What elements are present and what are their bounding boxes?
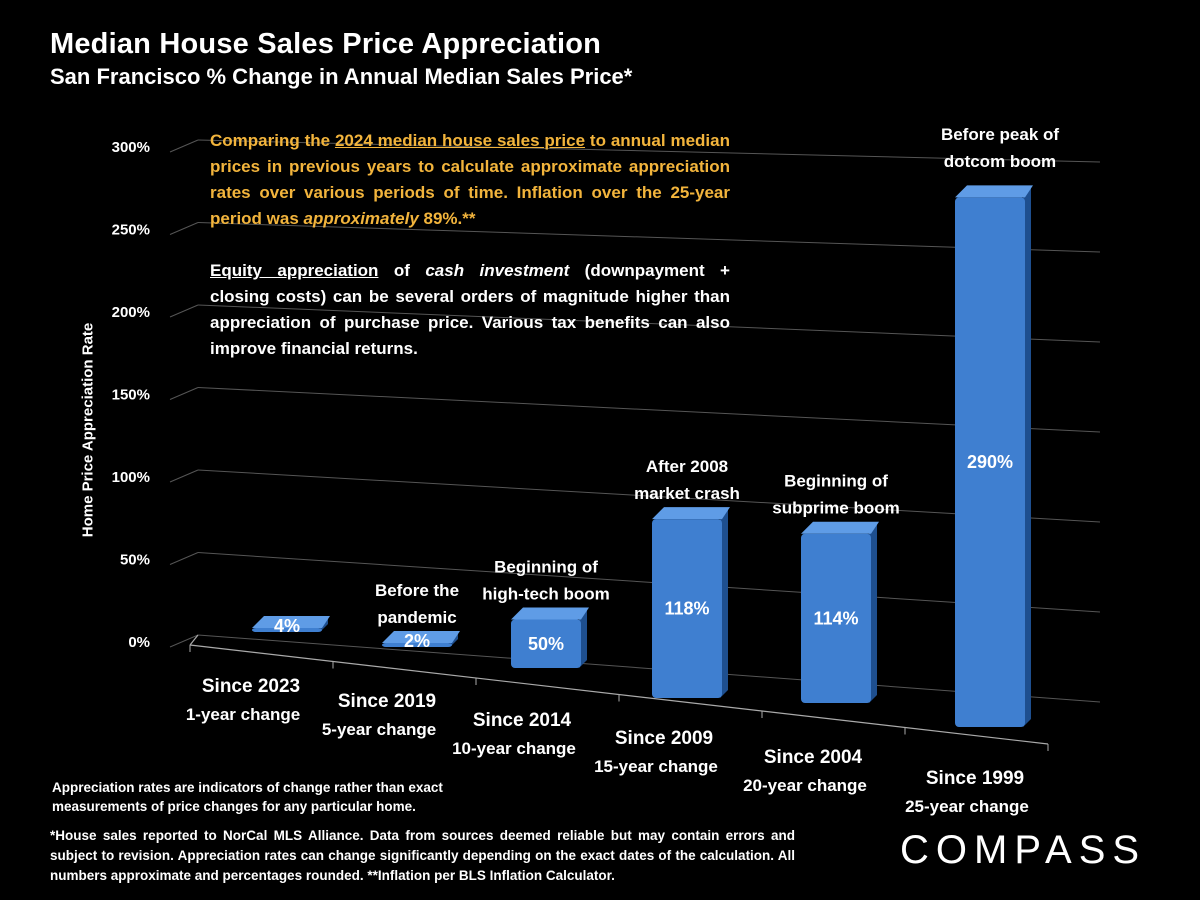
bar-top — [652, 507, 730, 520]
bar-top — [955, 185, 1033, 198]
x-category-label: Since 2014 — [473, 710, 572, 731]
chart-title: Median House Sales Price Appreciation — [50, 28, 602, 60]
bar-annotation: Beginning of — [784, 472, 888, 491]
x-category-sublabel: 1-year change — [186, 705, 300, 724]
y-axis-label: Home Price Appreciation Rate — [79, 322, 97, 538]
y-tick-label: 0% — [128, 634, 150, 651]
bar-value-label: 290% — [967, 452, 1013, 472]
gridline-wall — [169, 222, 199, 235]
floor-edge — [189, 634, 199, 646]
gridline-wall — [169, 304, 199, 318]
bar-annotation: high-tech boom — [482, 585, 609, 604]
bar-annotation: Beginning of — [494, 558, 598, 577]
gridline-wall — [169, 387, 199, 400]
x-category-sublabel: 5-year change — [322, 720, 436, 739]
gridline — [197, 304, 1101, 343]
x-category-sublabel: 20-year change — [743, 776, 867, 795]
equity-note-text-2: (downpayment + closing costs) can be sev… — [210, 261, 730, 358]
gridline-wall — [169, 552, 199, 565]
bar-value-label: 118% — [664, 599, 709, 619]
y-tick-label: 100% — [112, 469, 150, 486]
gridline-wall — [169, 139, 199, 153]
gridline — [197, 634, 1101, 703]
y-tick-label: 50% — [120, 552, 150, 569]
bar-value-label: 2% — [404, 631, 430, 651]
bar-annotation: subprime boom — [772, 499, 900, 518]
bar-value-label: 50% — [528, 634, 564, 654]
chart-subtitle: San Francisco % Change in Annual Median … — [50, 64, 633, 89]
x-category-label: Since 2004 — [764, 747, 863, 768]
gridline — [197, 387, 1101, 433]
y-tick-label: 200% — [112, 304, 150, 321]
gridline — [197, 139, 1101, 163]
bar — [511, 619, 581, 668]
disclaimer-note: Appreciation rates are indicators of cha… — [52, 780, 443, 814]
x-category-label: Since 2019 — [338, 691, 436, 712]
bar — [955, 197, 1025, 727]
comparison-note-italic: approximately — [303, 209, 419, 228]
x-category-sublabel: 10-year change — [452, 739, 576, 758]
x-category-label: Since 2023 — [202, 676, 300, 697]
y-tick-label: 150% — [112, 387, 150, 404]
equity-note: Equity appreciation of cash investment (… — [210, 258, 730, 362]
bar-value-label: 4% — [274, 616, 300, 636]
x-category-label: Since 1999 — [926, 768, 1024, 789]
bar-top — [511, 607, 589, 620]
x-category-sublabel: 15-year change — [594, 757, 718, 776]
bar-annotation: Before peak of — [941, 125, 1059, 144]
bar-annotation: market crash — [634, 484, 740, 503]
bar — [382, 643, 452, 647]
bar-top — [252, 616, 330, 628]
gridline-wall — [169, 634, 199, 648]
source-footnote: *House sales reported to NorCal MLS Alli… — [50, 828, 795, 883]
equity-note-text-1: of — [378, 261, 426, 280]
x-category-label: Since 2009 — [615, 728, 713, 749]
comparison-note-highlight: 2024 median house sales price — [334, 131, 586, 150]
y-tick-label: 250% — [112, 222, 150, 239]
bar — [801, 533, 871, 703]
comparison-note: Comparing the 2024 median house sales pr… — [210, 128, 730, 232]
bar-annotation: After 2008 — [646, 457, 728, 476]
bar — [652, 519, 722, 698]
bar-annotation: Before the — [375, 581, 459, 600]
bar-annotation: pandemic — [377, 608, 456, 627]
bar-top — [801, 521, 879, 534]
comparison-note-text-3: 89%.** — [418, 209, 476, 228]
bar-annotation: dotcom boom — [944, 152, 1056, 171]
bar-value-label: 114% — [813, 608, 858, 628]
y-tick-label: 300% — [112, 139, 150, 156]
comparison-note-text-1: Comparing the — [210, 131, 335, 150]
gridline — [197, 222, 1101, 253]
gridline — [197, 469, 1101, 523]
comparison-note-text-2: to annual median prices in previous year… — [210, 131, 730, 228]
equity-note-italic: cash investment — [425, 261, 570, 280]
bar — [252, 628, 322, 632]
x-category-sublabel: 25-year change — [905, 797, 1029, 816]
gridline — [197, 552, 1101, 613]
gridline-wall — [169, 469, 199, 483]
equity-note-heading: Equity appreciation — [210, 261, 379, 280]
compass-logo: COMPASS — [900, 828, 1147, 872]
bar-top — [382, 631, 460, 643]
